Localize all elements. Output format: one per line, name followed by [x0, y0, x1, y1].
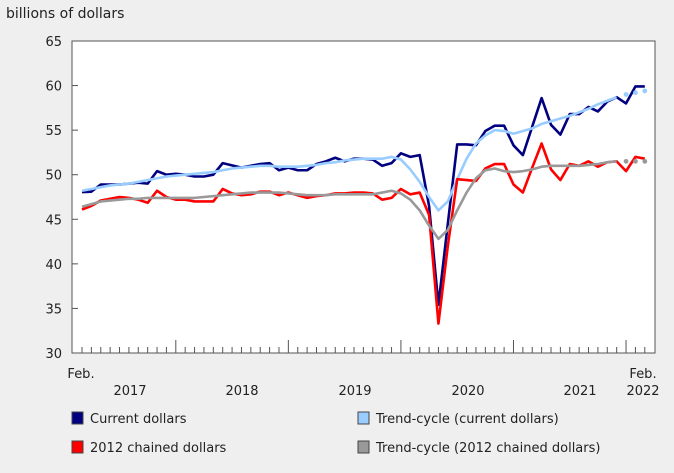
y-tick-label: 40	[45, 258, 62, 273]
series-trend-cycle-2012-chained-dollars-projected-point	[633, 158, 638, 164]
y-tick-label: 35	[45, 302, 62, 317]
y-axis: 30 35 40 45 50 55 60 65	[45, 35, 78, 362]
series-trend-cycle-2012-chained-dollars-line	[81, 160, 617, 241]
legend-label: Trend-cycle (current dollars)	[375, 412, 559, 427]
y-tick-label: 60	[45, 80, 62, 95]
legend-swatch	[357, 411, 370, 425]
series-trend-cycle-2012-chained-dollars-projected-point	[642, 158, 648, 164]
series-trend-cycle-2012-chained-dollars	[81, 158, 648, 241]
series-lines	[81, 85, 648, 325]
year-label: 2018	[225, 384, 258, 399]
year-label: 2021	[563, 384, 596, 399]
series-2012-chained-dollars-line	[81, 142, 646, 325]
y-tick-label: 45	[45, 213, 62, 228]
x-axis	[81, 340, 646, 353]
series-trend-cycle-current-dollars	[81, 88, 648, 212]
series-trend-cycle-current-dollars-projected-point	[633, 90, 638, 96]
legend-swatch	[71, 411, 84, 425]
series-2012-chained-dollars	[81, 142, 646, 325]
year-label: 2020	[451, 384, 484, 399]
year-label: 2019	[338, 384, 371, 399]
legend-label: Trend-cycle (2012 chained dollars)	[375, 441, 600, 456]
y-tick-label: 30	[45, 347, 62, 362]
year-label: 2017	[113, 384, 146, 399]
y-tick-label: 65	[45, 35, 62, 50]
legend-label: Current dollars	[90, 412, 187, 427]
legend-swatch	[71, 440, 84, 454]
x-end-label: Feb.	[629, 367, 656, 382]
x-start-label: Feb.	[67, 367, 94, 382]
y-axis-label: billions of dollars	[6, 6, 124, 22]
year-labels: 2017 2018 2019 2020 2021 2022	[113, 384, 659, 399]
year-label: 2022	[626, 384, 659, 399]
y-tick-label: 55	[45, 124, 62, 139]
legend-label: 2012 chained dollars	[90, 441, 227, 456]
series-trend-cycle-current-dollars-projected-point	[642, 88, 648, 94]
series-trend-cycle-current-dollars-line	[81, 95, 618, 212]
series-trend-cycle-2012-chained-dollars-projected-point	[623, 158, 629, 164]
y-tick-label: 50	[45, 169, 62, 184]
series-trend-cycle-current-dollars-projected-point	[623, 92, 629, 97]
legend: Current dollars Trend-cycle (current doll…	[71, 411, 600, 456]
legend-swatch	[357, 440, 370, 454]
